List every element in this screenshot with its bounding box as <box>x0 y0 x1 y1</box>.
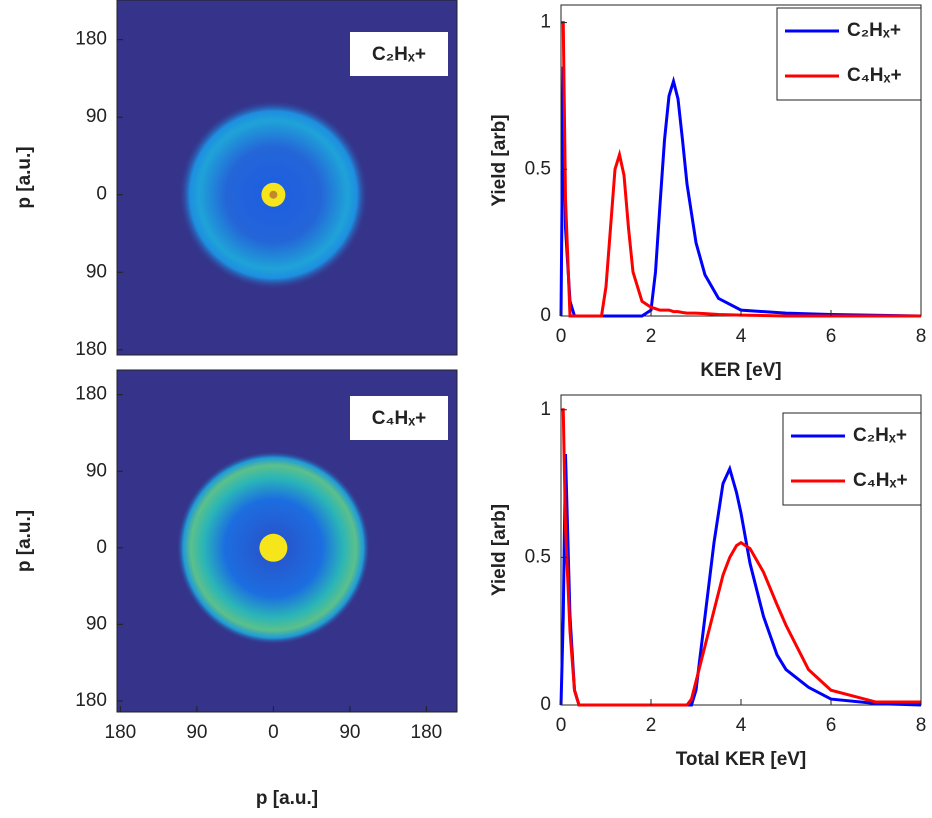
y-tick-label: 0 <box>96 184 107 205</box>
x-tick-label: 6 <box>826 715 837 736</box>
x-tick-label: 4 <box>736 326 747 347</box>
x-tick-label: 8 <box>916 326 927 347</box>
y-tick-label: 180 <box>75 29 107 50</box>
legend-label: C₂Hₓ+ <box>847 20 901 41</box>
line <box>561 21 921 318</box>
center-hole <box>269 190 278 199</box>
x-axis-label: Total KER [eV] <box>676 749 807 770</box>
y-tick-label: 180 <box>75 384 107 405</box>
line <box>561 408 921 707</box>
y-axis-label: p [a.u.] <box>14 146 35 208</box>
x-tick-label: 2 <box>646 326 657 347</box>
center-spot <box>259 533 288 562</box>
x-tick-label: 4 <box>736 715 747 736</box>
frame <box>116 0 458 356</box>
x-tick-label: 0 <box>556 326 567 347</box>
y-tick-label: 0 <box>96 537 107 558</box>
label-box <box>350 396 448 440</box>
legend-box <box>776 7 922 101</box>
y-tick-label: 0.5 <box>525 158 551 179</box>
x-tick-label: 90 <box>186 722 207 743</box>
y-tick-label: 180 <box>75 339 107 360</box>
y-tick-label: 90 <box>86 106 107 127</box>
x-axis-label: p [a.u.] <box>256 788 318 809</box>
x-tick-label: 0 <box>556 715 567 736</box>
y-tick-label: 90 <box>86 460 107 481</box>
x-tick-label: 6 <box>826 326 837 347</box>
x-axis-label: KER [eV] <box>700 360 781 381</box>
x-tick-label: 180 <box>411 722 443 743</box>
y-tick-label: 1 <box>540 12 551 33</box>
panel-label: C₄Hₓ+ <box>372 408 427 429</box>
y-axis-label: Yield [arb] <box>489 504 510 596</box>
x-tick-label: 2 <box>646 715 657 736</box>
y-tick-label: 90 <box>86 613 107 634</box>
y-tick-label: 0.5 <box>525 546 551 567</box>
x-tick-label: 180 <box>105 722 137 743</box>
y-tick-label: 0 <box>540 694 551 715</box>
x-tick-label: 90 <box>339 722 360 743</box>
legend-label: C₄Hₓ+ <box>853 470 908 491</box>
y-tick-label: 180 <box>75 690 107 711</box>
frame <box>116 369 458 713</box>
y-axis-label: Yield [arb] <box>489 114 510 206</box>
legend-box <box>782 412 922 506</box>
y-tick-label: 1 <box>540 399 551 420</box>
x-tick-label: 0 <box>268 722 279 743</box>
legend-label: C₄Hₓ+ <box>847 65 902 86</box>
y-tick-label: 90 <box>86 261 107 282</box>
x-tick-label: 8 <box>916 715 927 736</box>
legend-label: C₂Hₓ+ <box>853 425 907 446</box>
label-box <box>350 32 448 76</box>
y-tick-label: 0 <box>540 305 551 326</box>
panel-label: C₂Hₓ+ <box>372 44 426 65</box>
y-axis-label: p [a.u.] <box>14 510 35 572</box>
